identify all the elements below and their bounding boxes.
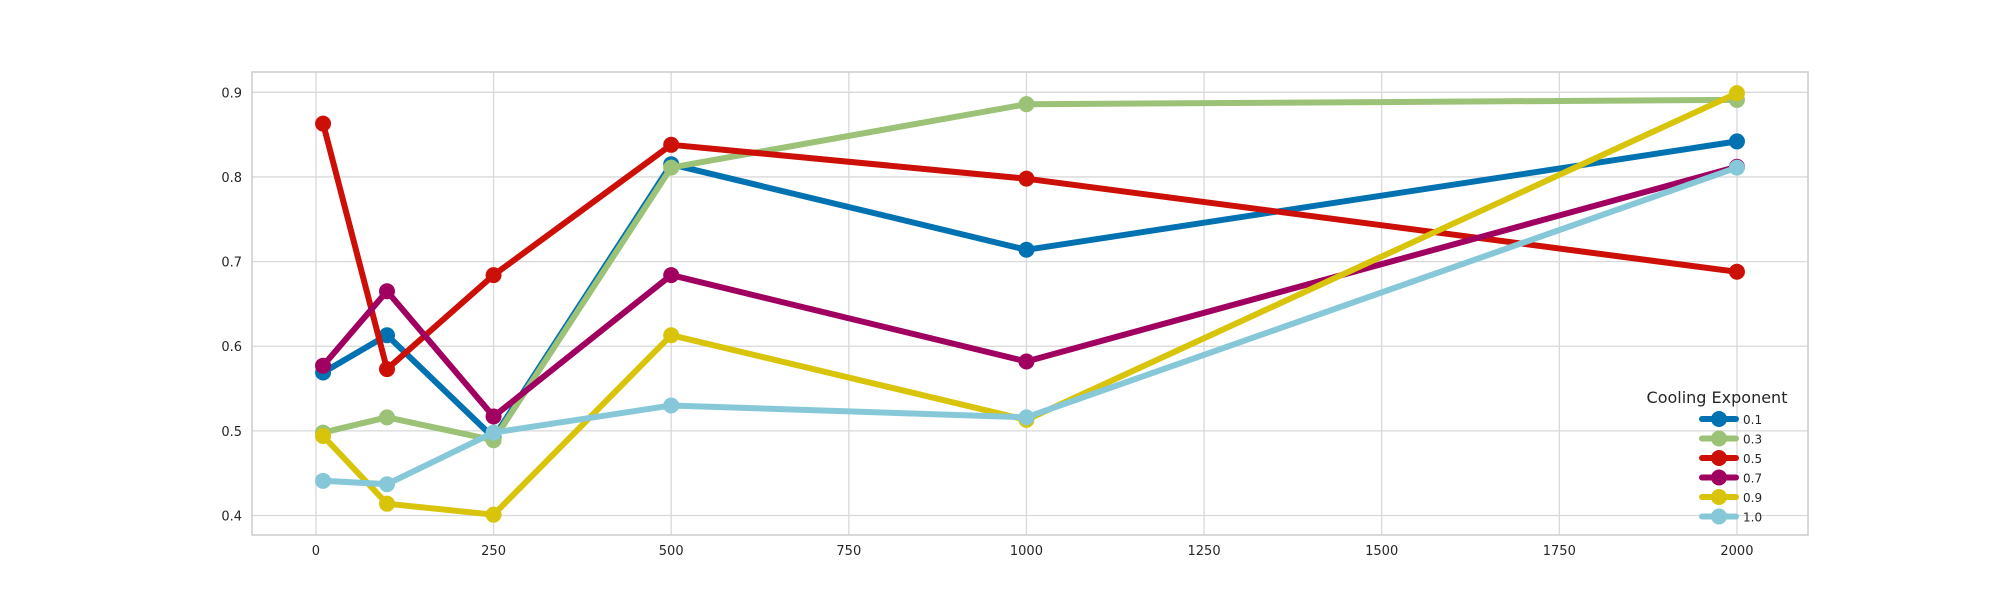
y-tick-label: 0.7 [221,256,242,271]
legend-item: 0.5 [1699,450,1762,466]
legend-label: 0.3 [1743,433,1762,447]
series-layer [315,85,1745,523]
data-point [1728,133,1745,150]
legend-label: 0.1 [1743,413,1762,427]
data-point [378,361,395,378]
y-tick-label: 0.4 [221,510,242,525]
x-tick-label: 0 [312,544,320,559]
series-line [320,90,1740,518]
series-line [320,96,1740,444]
legend-marker [1711,489,1727,505]
data-point [1728,159,1745,176]
legend-marker [1711,469,1727,486]
legend-label: 0.7 [1743,472,1762,486]
data-point [663,397,680,414]
legend-title: Cooling Exponent [1647,388,1788,407]
series-line [320,164,1740,488]
y-axis-ticks: 0.4 0.5 0.6 0.7 0.8 0.9 [221,86,242,524]
legend-marker [1711,450,1727,466]
legend-item: 0.3 [1699,430,1762,447]
x-tick-label: 2000 [1720,544,1753,559]
series-1.0 [315,159,1745,493]
legend-marker [1711,430,1727,447]
x-tick-label: 1500 [1365,544,1398,559]
y-tick-label: 0.8 [221,171,242,186]
data-point [315,427,332,444]
legend-marker [1711,508,1727,525]
legend-item: 1.0 [1699,508,1762,525]
legend-label: 1.0 [1743,511,1762,525]
legend-item: 0.7 [1699,469,1762,486]
y-tick-label: 0.5 [221,425,242,440]
data-point [315,115,332,132]
x-axis-ticks: 0 250 500 750 1000 1250 1500 1750 2000 [312,544,1754,559]
data-point [378,327,395,344]
legend: Cooling Exponent 0.1 0.3 0.5 0.7 0.9 1.0 [1647,388,1788,525]
legend-item: 0.9 [1699,489,1762,505]
x-tick-label: 1250 [1188,544,1221,559]
data-point [1728,85,1745,102]
x-tick-label: 500 [659,544,684,559]
data-point [315,357,332,374]
plot-background [252,72,1808,535]
y-tick-label: 0.9 [221,86,242,101]
data-point [1018,409,1035,426]
data-point [663,267,680,284]
series-line [320,163,1740,420]
x-tick-label: 250 [481,544,506,559]
data-point [1018,170,1035,187]
x-tick-label: 1000 [1010,544,1043,559]
series-0.5 [315,115,1745,378]
data-point [1728,263,1745,280]
data-point [663,159,680,176]
data-point [1018,353,1035,370]
legend-label: 0.5 [1743,452,1762,466]
y-tick-label: 0.6 [221,340,242,355]
data-point [1018,241,1035,258]
data-point [1018,96,1035,113]
data-point [485,267,502,284]
legend-item: 0.1 [1699,411,1762,427]
data-point [663,327,680,344]
data-point [378,409,395,426]
data-point [378,476,395,493]
data-point [663,136,680,153]
data-point [378,495,395,512]
x-tick-label: 750 [836,544,861,559]
data-point [378,283,395,300]
legend-label: 0.9 [1743,491,1762,505]
data-point [485,506,502,523]
data-point [485,408,502,425]
data-point [315,472,332,489]
series-line [320,120,1740,373]
plot-frame [251,71,1809,536]
data-point [485,424,502,441]
legend-marker [1711,411,1727,427]
x-tick-label: 1750 [1543,544,1576,559]
